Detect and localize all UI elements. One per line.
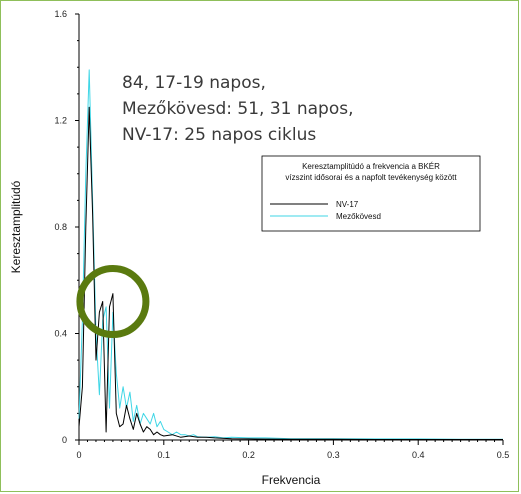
axes: 0 0.4 0.8 1.2 1.6 0 0.1 0.2 0.3 0.4 0.5 Frekvencia K… [9, 9, 509, 487]
x-axis-title: Frekvencia [262, 473, 321, 487]
y-tick-label: 0.4 [54, 329, 67, 339]
x-tick-label: 0.5 [497, 450, 510, 460]
highlight-circle-group [76, 265, 150, 339]
series-line-nv17 [78, 106, 503, 440]
legend: Keresztamplitúdó a frekvencia a BKÉR víz… [261, 155, 481, 232]
legend-title-line-1: Keresztamplitúdó a frekvencia a BKÉR [302, 162, 440, 171]
annotation-line-3: NV-17: 25 napos ciklus [122, 125, 316, 145]
y-tick-label: 1.6 [54, 9, 67, 19]
legend-title-line-2: vízszint idősorai és a napfolt tevékenys… [285, 173, 457, 182]
y-tick-label: 1.2 [54, 116, 67, 126]
legend-box [261, 155, 481, 232]
x-tick-label: 0.4 [412, 450, 425, 460]
annotation-line-2: Mezőkövesd: 51, 31 napos, [122, 99, 354, 119]
x-tick-label: 0.1 [158, 450, 171, 460]
legend-label-mezokovesd: Mezőkövesd [336, 212, 381, 221]
y-axis-title: Keresztamplitúdó [9, 180, 23, 273]
legend-label-nv17: NV-17 [336, 200, 359, 209]
highlight-circle [76, 265, 150, 339]
annotation-line-1: 84, 17-19 napos, [122, 73, 266, 93]
y-tick-label: 0 [62, 435, 67, 445]
x-tick-label: 0 [76, 450, 81, 460]
x-tick-label: 0.3 [327, 450, 340, 460]
x-tick-label: 0.2 [242, 450, 255, 460]
annotation: 84, 17-19 napos, Mezőkövesd: 51, 31 napo… [122, 73, 354, 145]
series-layer [78, 69, 503, 440]
y-tick-label: 0.8 [54, 222, 67, 232]
series-line-mezokovesd [78, 69, 503, 440]
